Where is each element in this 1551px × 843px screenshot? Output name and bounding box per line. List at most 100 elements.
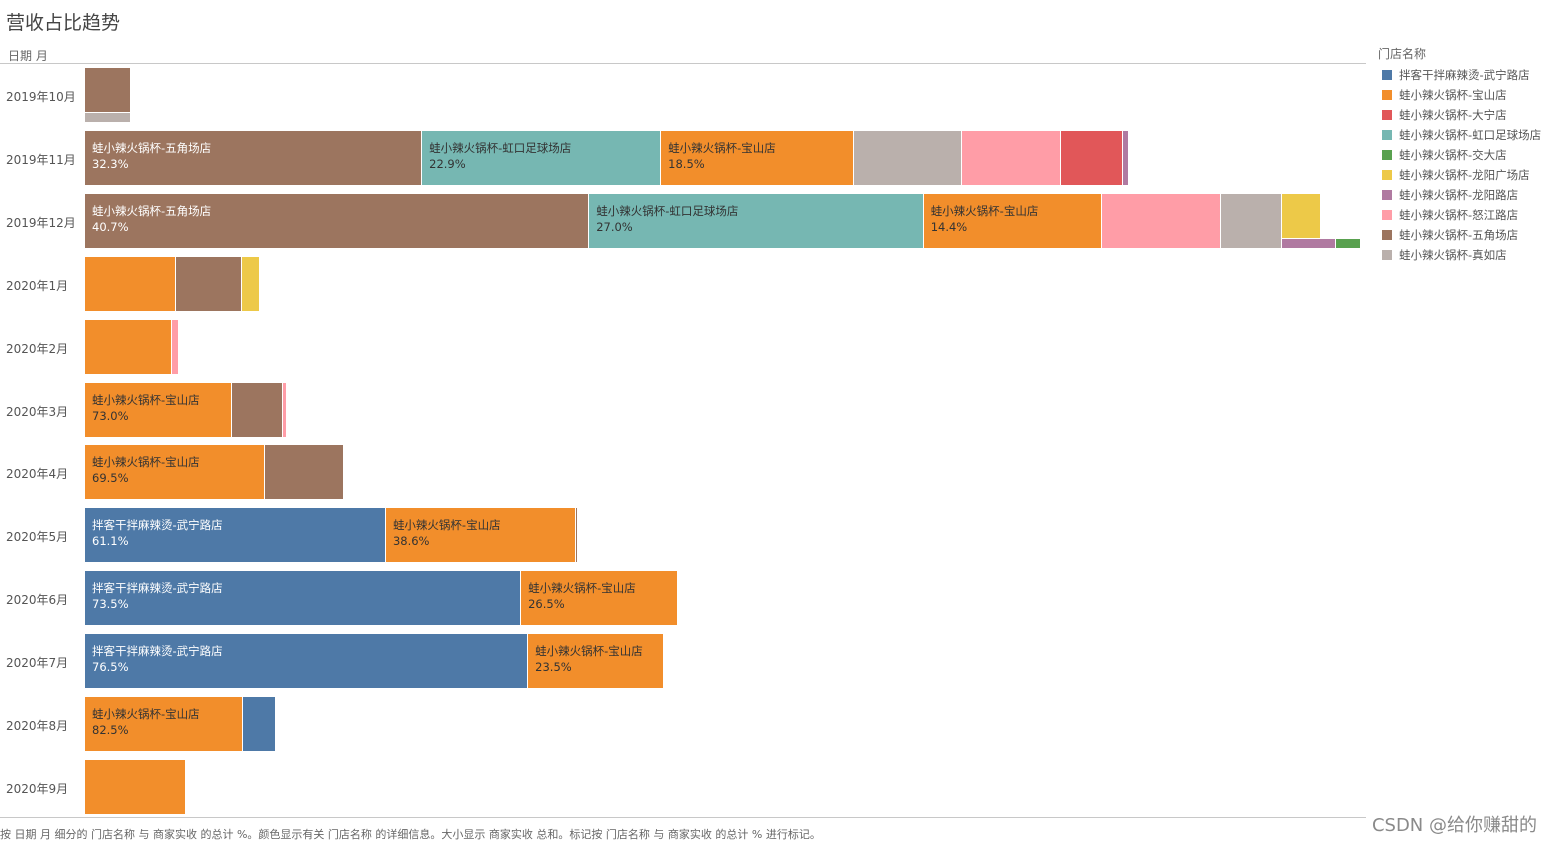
legend-swatch bbox=[1382, 170, 1392, 180]
legend-item[interactable]: 蛙小辣火锅杯-怒江路店 bbox=[1378, 205, 1548, 225]
bar-segment[interactable]: 蛙小辣火锅杯-宝山店 26.5% bbox=[521, 571, 679, 626]
row-label: 2020年7月 bbox=[6, 656, 69, 671]
row-label: 2020年5月 bbox=[6, 530, 69, 545]
segment-label: 蛙小辣火锅杯-五角场店 40.7% bbox=[92, 203, 211, 235]
legend-label: 蛙小辣火锅杯-虹口足球场店 bbox=[1399, 128, 1542, 142]
bar-segment[interactable] bbox=[232, 382, 283, 437]
segment-store-name: 蛙小辣火锅杯-宝山店 bbox=[535, 644, 643, 659]
legend-label: 蛙小辣火锅杯-龙阳广场店 bbox=[1399, 168, 1530, 182]
bar-segment[interactable] bbox=[1281, 193, 1322, 238]
segment-percent: 18.5% bbox=[668, 156, 705, 171]
legend-swatch bbox=[1382, 250, 1392, 260]
bar-segment[interactable] bbox=[85, 759, 186, 814]
legend-items: 拌客干拌麻辣烫-武宁路店 蛙小辣火锅杯-宝山店 蛙小辣火锅杯-大宁店蛙小辣火锅杯-虹… bbox=[1378, 65, 1548, 265]
segment-store-name: 蛙小辣火锅杯-宝山店 bbox=[930, 203, 1039, 218]
segment-percent: 23.5% bbox=[535, 660, 572, 675]
bar-segment[interactable]: 蛙小辣火锅杯-宝山店 69.5% bbox=[85, 445, 266, 500]
segment-percent: 76.5% bbox=[92, 660, 129, 675]
bar-segment[interactable] bbox=[854, 130, 962, 185]
row-header[interactable]: 日期 月 bbox=[8, 49, 48, 63]
segment-percent: 73.0% bbox=[92, 408, 129, 423]
bar-segment[interactable]: 蛙小辣火锅杯-宝山店 82.5% bbox=[85, 697, 243, 751]
bar-segment[interactable] bbox=[85, 319, 172, 374]
segment-label: 蛙小辣火锅杯-宝山店 69.5% bbox=[92, 454, 200, 486]
bar-segment[interactable] bbox=[576, 508, 578, 563]
segment-label: 拌客干拌麻辣烫-武宁路店 73.5% bbox=[92, 580, 223, 612]
legend-item[interactable]: 蛙小辣火锅杯-龙阳路店 bbox=[1378, 185, 1548, 205]
legend-label: 蛙小辣火锅杯-大宁店 bbox=[1399, 108, 1507, 122]
bar-segment[interactable]: 拌客干拌麻辣烫-武宁路店 76.5% bbox=[85, 634, 529, 689]
header-divider bbox=[0, 63, 1366, 64]
chart-caption: 按 日期 月 细分的 门店名称 与 商家实收 的总计 %。颜色显示有关 门店名称… bbox=[0, 828, 821, 841]
bar-segment[interactable] bbox=[85, 112, 131, 122]
segment-store-name: 蛙小辣火锅杯-宝山店 bbox=[92, 392, 200, 407]
legend-swatch bbox=[1382, 90, 1392, 100]
bar-segment[interactable] bbox=[1102, 193, 1221, 248]
legend-item[interactable]: 蛙小辣火锅杯-宝山店 bbox=[1378, 85, 1548, 105]
row-label: 2019年12月 bbox=[6, 215, 76, 230]
bar-segment[interactable]: 蛙小辣火锅杯-宝山店 23.5% bbox=[528, 634, 665, 689]
legend-item[interactable]: 蛙小辣火锅杯-交大店 bbox=[1378, 145, 1548, 165]
legend-label: 蛙小辣火锅杯-交大店 bbox=[1399, 148, 1507, 162]
page-title: 营收占比趋势 bbox=[6, 12, 121, 34]
segment-store-name: 蛙小辣火锅杯-宝山店 bbox=[528, 581, 636, 596]
bar-segment[interactable] bbox=[175, 256, 243, 311]
legend-label: 蛙小辣火锅杯-宝山店 bbox=[1399, 88, 1507, 102]
bar-segment[interactable] bbox=[282, 382, 287, 437]
segment-store-name: 蛙小辣火锅杯-虹口足球场店 bbox=[596, 203, 739, 218]
bar-segment[interactable] bbox=[242, 256, 260, 311]
bar-segment[interactable]: 蛙小辣火锅杯-虹口足球场店 22.9% bbox=[422, 130, 662, 185]
bar-segment[interactable] bbox=[1060, 130, 1123, 185]
segment-store-name: 蛙小辣火锅杯-五角场店 bbox=[92, 140, 212, 155]
bar-sub-segment[interactable] bbox=[1281, 237, 1337, 248]
bar-segment[interactable] bbox=[85, 256, 176, 311]
bar-segment[interactable]: 蛙小辣火锅杯-宝山店 14.4% bbox=[923, 193, 1103, 248]
row-label: 2019年10月 bbox=[6, 90, 76, 104]
bar-sub-segment[interactable] bbox=[1336, 237, 1361, 248]
legend-label: 蛙小辣火锅杯-龙阳路店 bbox=[1399, 188, 1519, 202]
legend-item[interactable]: 蛙小辣火锅杯-五角场店 bbox=[1378, 225, 1548, 245]
row-label: 2020年4月 bbox=[6, 467, 69, 482]
segment-percent: 22.9% bbox=[429, 156, 466, 171]
legend-title[interactable]: 门店名称 bbox=[1378, 47, 1427, 61]
bar-segment[interactable] bbox=[85, 68, 131, 112]
segment-label: 蛙小辣火锅杯-五角场店 32.3% bbox=[92, 140, 211, 172]
stacked-bar-chart: 2019年10月 2019年11月 蛙小辣火锅杯-五角场店 32.3% 蛙小辣火锅杯-虹… bbox=[0, 64, 1370, 816]
bar-segment[interactable]: 蛙小辣火锅杯-宝山店 18.5% bbox=[661, 130, 855, 185]
segment-label: 拌客干拌麻辣烫-武宁路店 76.5% bbox=[92, 643, 223, 675]
segment-store-name: 蛙小辣火锅杯-宝山店 bbox=[92, 455, 200, 470]
legend-swatch bbox=[1382, 230, 1392, 240]
bar-segment[interactable]: 蛙小辣火锅杯-五角场店 32.3% bbox=[85, 130, 423, 185]
bar-segment[interactable] bbox=[242, 697, 277, 751]
segment-label: 蛙小辣火锅杯-宝山店 18.5% bbox=[668, 140, 776, 172]
segment-label: 拌客干拌麻辣烫-武宁路店 61.1% bbox=[92, 517, 223, 549]
bar-segment[interactable] bbox=[265, 445, 345, 500]
legend-label: 拌客干拌麻辣烫-武宁路店 bbox=[1399, 68, 1530, 82]
bar-segment[interactable]: 蛙小辣火锅杯-虹口足球场店 27.0% bbox=[589, 193, 924, 248]
segment-store-name: 蛙小辣火锅杯-宝山店 bbox=[92, 707, 200, 721]
bar-segment[interactable] bbox=[1122, 130, 1129, 185]
segment-label: 蛙小辣火锅杯-宝山店 14.4% bbox=[931, 203, 1039, 235]
bar-segment[interactable]: 蛙小辣火锅杯-宝山店 38.6% bbox=[385, 508, 577, 563]
legend-item[interactable]: 蛙小辣火锅杯-大宁店 bbox=[1378, 105, 1548, 125]
segment-label: 蛙小辣火锅杯-宝山店 23.5% bbox=[535, 643, 643, 675]
legend-swatch bbox=[1382, 210, 1392, 220]
bar-segment[interactable]: 拌客干拌麻辣烫-武宁路店 73.5% bbox=[85, 571, 522, 626]
bar-segment[interactable] bbox=[1221, 193, 1282, 248]
bar-segment[interactable]: 蛙小辣火锅杯-宝山店 73.0% bbox=[85, 382, 233, 437]
segment-percent: 26.5% bbox=[528, 597, 565, 612]
segment-label: 蛙小辣火锅杯-宝山店 82.5% bbox=[92, 706, 200, 738]
bar-segment[interactable]: 蛙小辣火锅杯-五角场店 40.7% bbox=[85, 193, 590, 248]
segment-percent: 82.5% bbox=[92, 723, 129, 737]
row-label: 2019年11月 bbox=[6, 152, 76, 167]
legend-item[interactable]: 蛙小辣火锅杯-龙阳广场店 bbox=[1378, 165, 1548, 185]
segment-label: 蛙小辣火锅杯-宝山店 38.6% bbox=[393, 517, 501, 549]
bar-segment[interactable] bbox=[961, 130, 1061, 185]
legend-item[interactable]: 拌客干拌麻辣烫-武宁路店 bbox=[1378, 65, 1548, 85]
bar-segment[interactable]: 拌客干拌麻辣烫-武宁路店 61.1% bbox=[85, 508, 386, 563]
bar-segment[interactable] bbox=[171, 319, 180, 374]
legend-item[interactable]: 蛙小辣火锅杯-真如店 bbox=[1378, 245, 1548, 265]
legend-swatch bbox=[1382, 70, 1392, 80]
legend-item[interactable]: 蛙小辣火锅杯-虹口足球场店 bbox=[1378, 125, 1548, 145]
segment-percent: 14.4% bbox=[930, 219, 968, 234]
